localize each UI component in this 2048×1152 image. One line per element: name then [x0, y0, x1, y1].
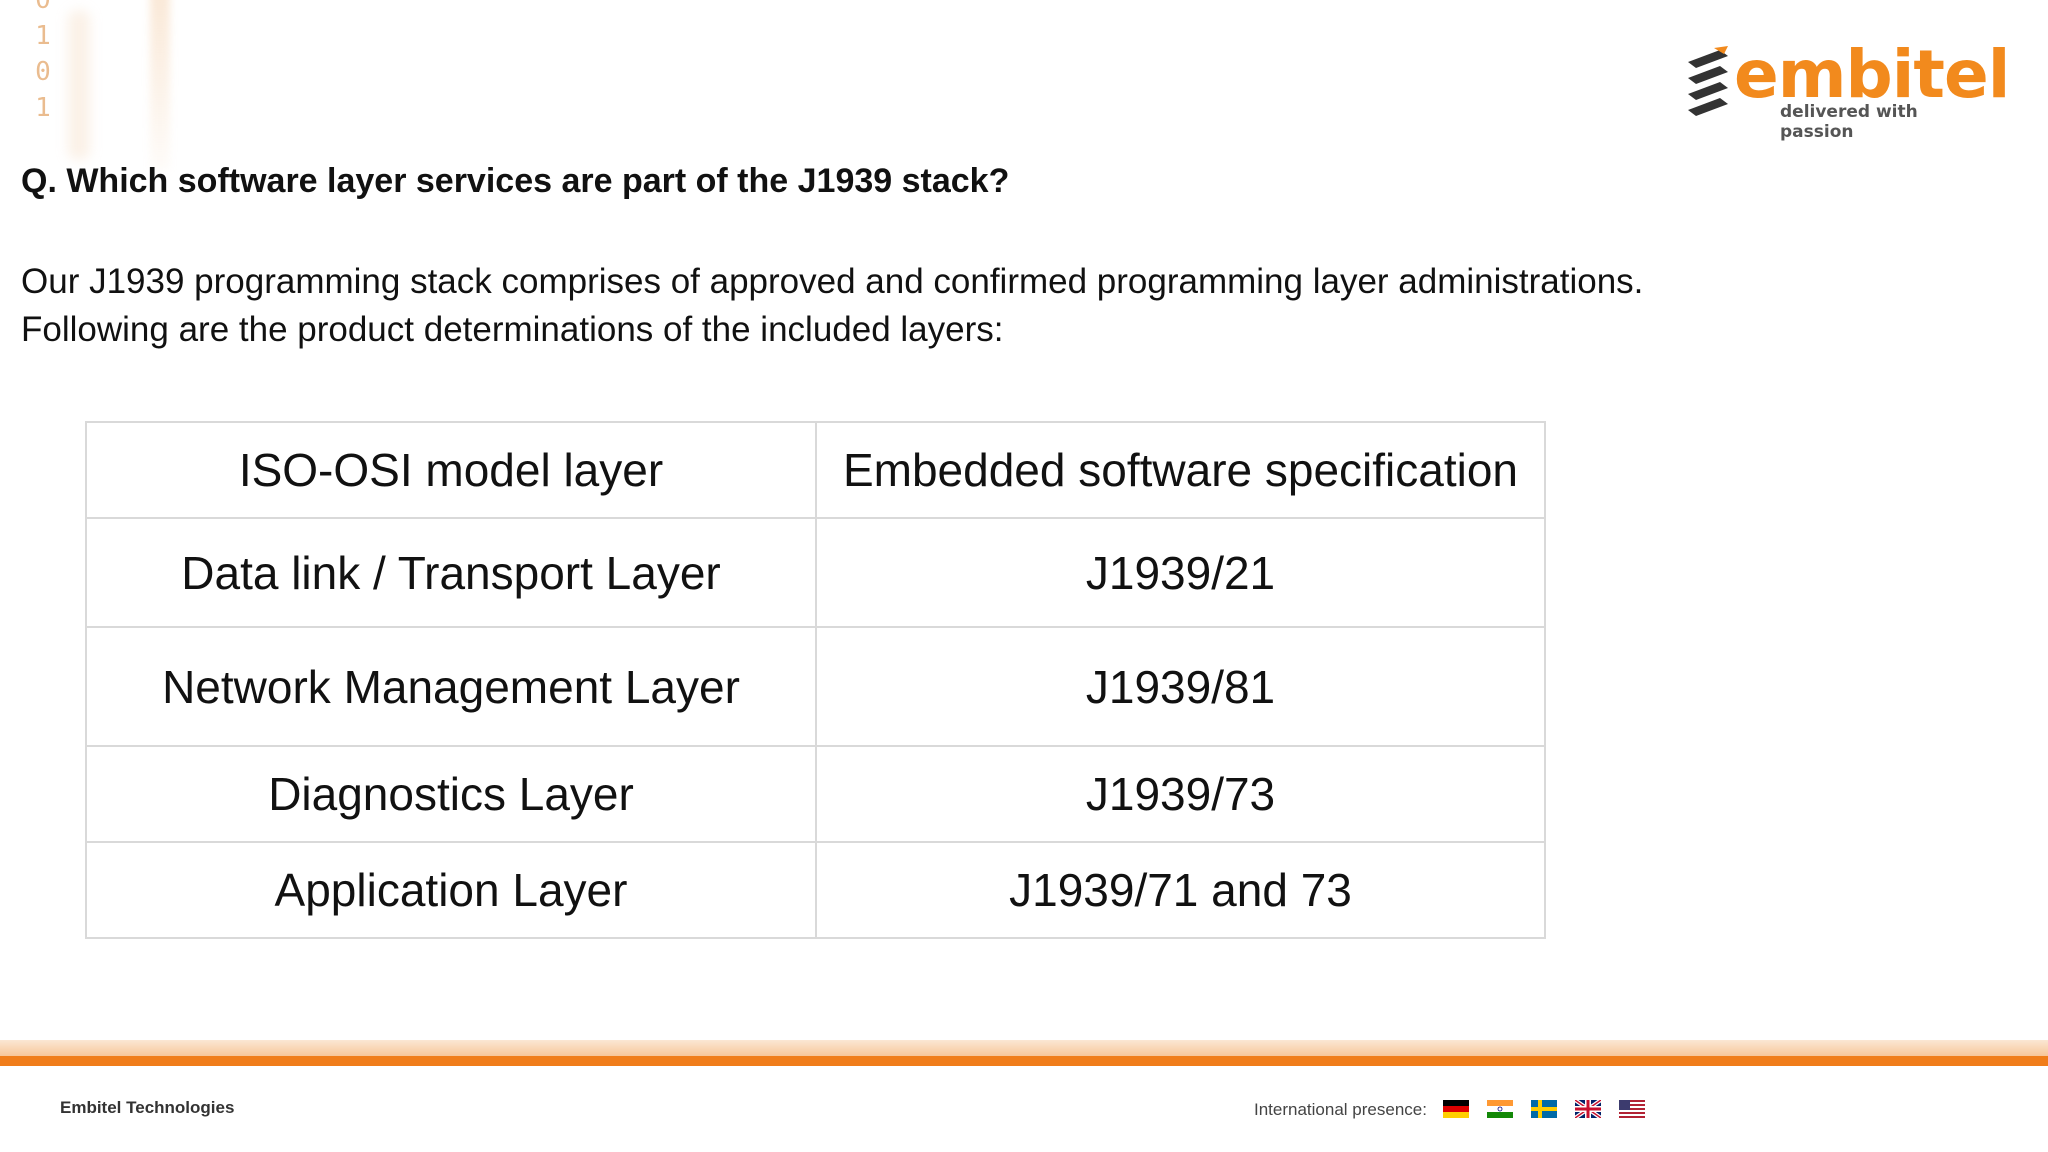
layer-spec-table: ISO-OSI model layer Embedded software sp… [85, 421, 1546, 939]
table-cell-spec: J1939/71 and 73 [815, 841, 1546, 939]
country-flags [1443, 1100, 1645, 1120]
decorative-binary-blur [68, 10, 90, 160]
sweden-flag-icon [1531, 1100, 1557, 1118]
table-cell-layer: Diagnostics Layer [85, 745, 817, 843]
india-flag-icon [1487, 1100, 1513, 1118]
table-row: Network Management Layer J1939/81 [85, 626, 1546, 747]
usa-flag-icon [1619, 1100, 1645, 1118]
intro-line: Following are the product determinations… [21, 310, 1004, 349]
uk-flag-icon [1575, 1100, 1601, 1118]
logo-tagline: delivered with passion [1780, 102, 1918, 142]
table-row: Diagnostics Layer J1939/73 [85, 745, 1546, 843]
decorative-binary-glow [150, 0, 170, 170]
table-row: Data link / Transport Layer J1939/21 [85, 517, 1546, 628]
table-header-cell: ISO-OSI model layer [85, 421, 817, 519]
footer-company-name: Embitel Technologies [60, 1098, 235, 1117]
table-row: Application Layer J1939/71 and 73 [85, 841, 1546, 939]
question-heading: Q. Which software layer services are par… [21, 162, 1010, 200]
embitel-logo: embitel delivered with passion [1684, 36, 2010, 142]
table-cell-layer: Data link / Transport Layer [85, 517, 817, 628]
logo-wordmark: embitel [1734, 36, 2010, 113]
binary-digit: 1 [35, 21, 51, 51]
table-cell-layer: Network Management Layer [85, 626, 817, 747]
intro-line: Our J1939 programming stack comprises of… [21, 262, 1644, 301]
germany-flag-icon [1443, 1100, 1469, 1118]
table-header-cell: Embedded software specification [815, 421, 1546, 519]
footer-accent-line [0, 1056, 2048, 1066]
intro-paragraph: Our J1939 programming stack comprises of… [21, 258, 1643, 354]
binary-digit: 0 [35, 57, 51, 87]
logo-mark-icon [1688, 46, 1728, 116]
binary-digit: 1 [35, 93, 51, 123]
decorative-binary-digits: 0 1 0 1 [30, 0, 56, 126]
table-cell-spec: J1939/21 [815, 517, 1546, 628]
footer-presence-label: International presence: [1254, 1100, 1427, 1119]
table-cell-layer: Application Layer [85, 841, 817, 939]
table-header-row: ISO-OSI model layer Embedded software sp… [85, 421, 1546, 519]
table-cell-spec: J1939/81 [815, 626, 1546, 747]
binary-digit: 0 [35, 0, 51, 15]
table-cell-spec: J1939/73 [815, 745, 1546, 843]
